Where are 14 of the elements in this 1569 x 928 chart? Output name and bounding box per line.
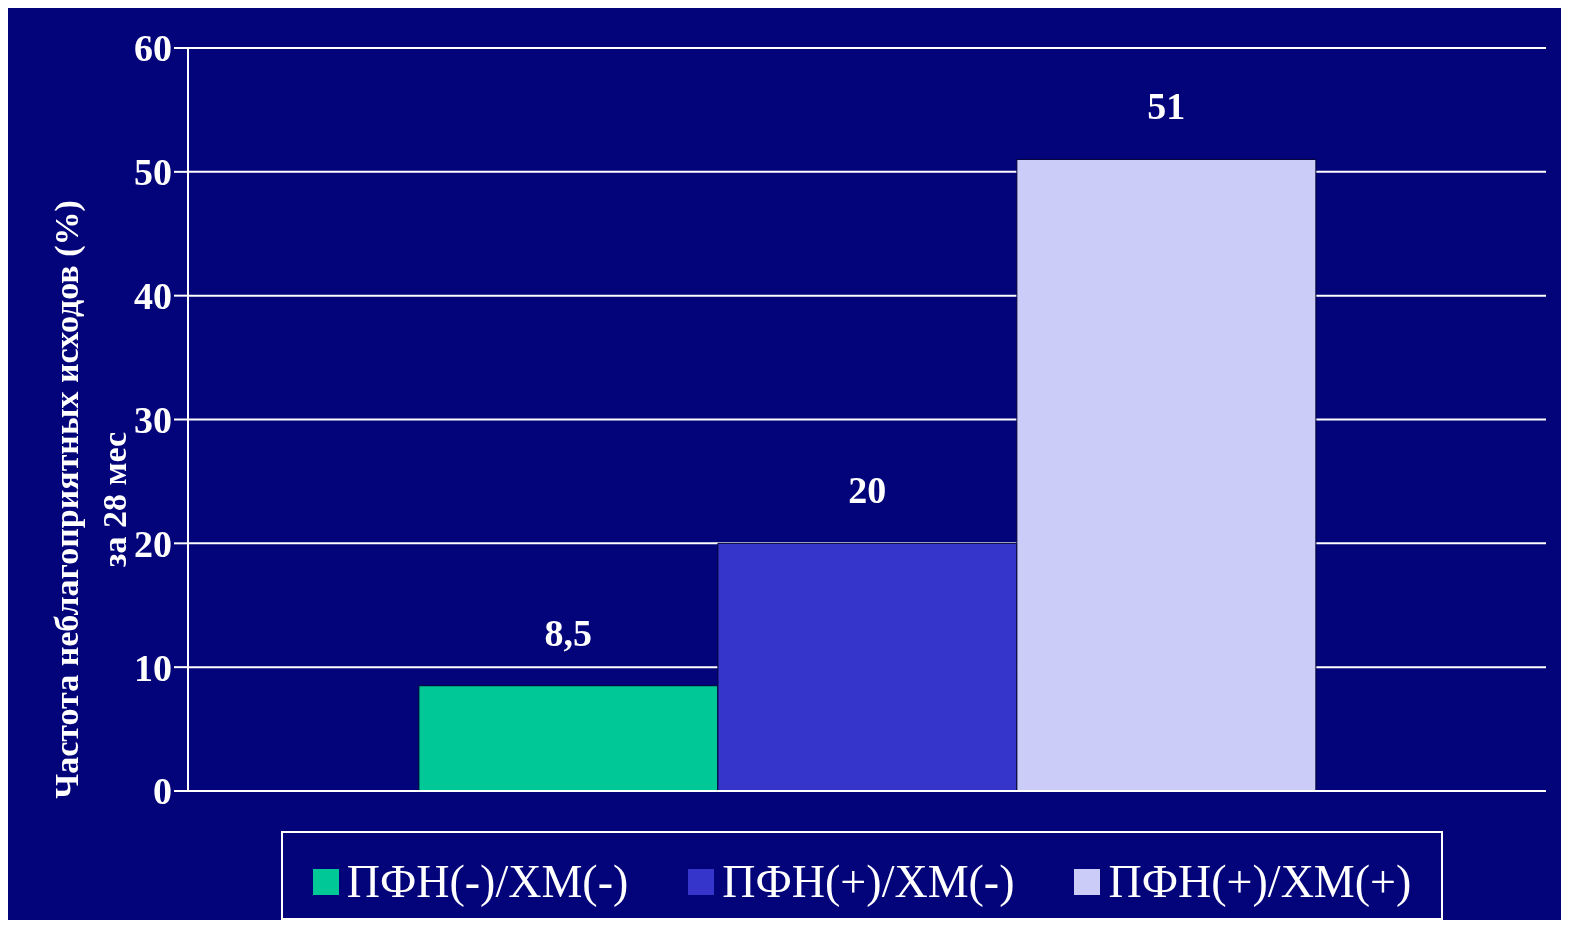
data-label: 51 (1147, 85, 1186, 128)
legend-label: ПФН(+)/ХМ(-) (722, 855, 1015, 908)
legend-label: ПФН(+)/ХМ(+) (1108, 855, 1412, 908)
y-tick-label: 0 (153, 770, 172, 813)
y-tick-label: 60 (134, 27, 172, 70)
y-tick-label: 50 (134, 151, 172, 194)
data-label: 20 (848, 469, 887, 512)
legend-label: ПФН(-)/ХМ(-) (346, 855, 629, 908)
y-tick-label: 20 (134, 522, 172, 565)
data-label: 8,5 (544, 611, 593, 654)
y-axis-title: Частота неблагоприятных исходов (%) за 28 мес (48, 200, 133, 799)
y-tick-label: 10 (134, 646, 172, 689)
y-tick-label: 30 (134, 398, 172, 441)
y-tick-label: 40 (134, 275, 172, 318)
